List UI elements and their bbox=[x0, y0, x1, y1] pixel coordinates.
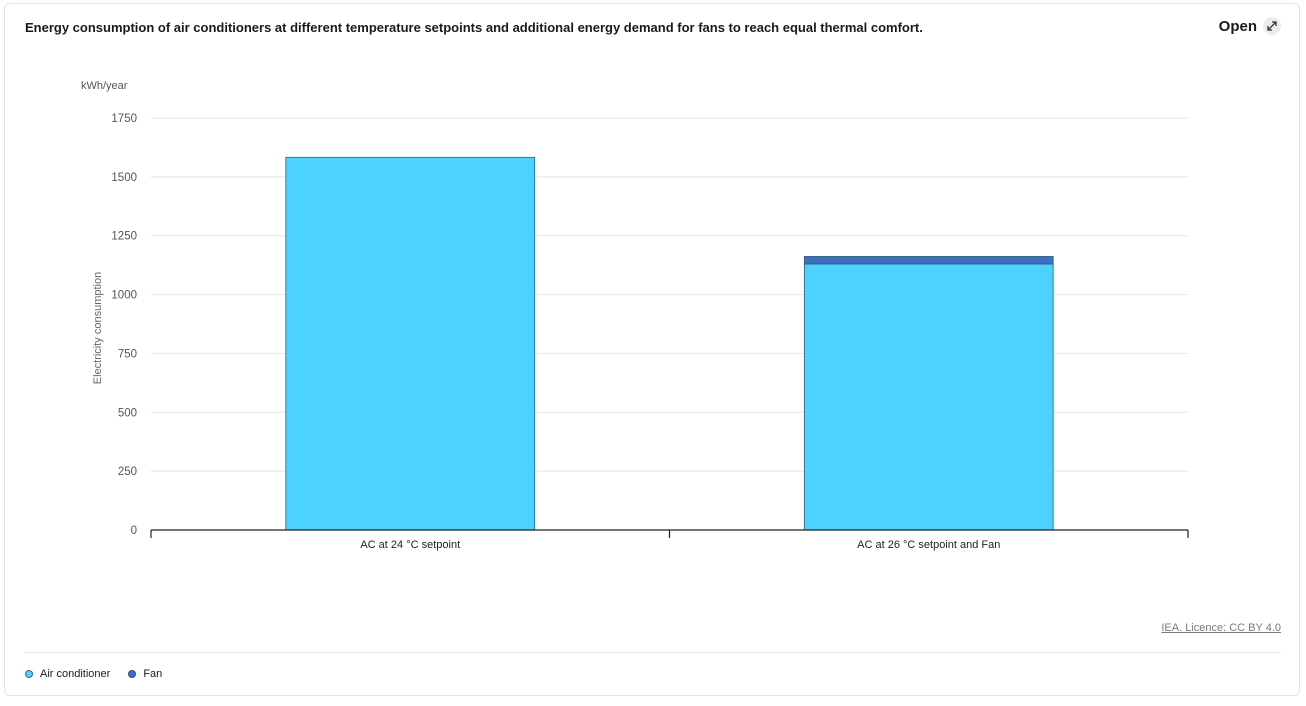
divider bbox=[25, 652, 1281, 653]
y-tick-label: 1500 bbox=[111, 172, 137, 184]
y-axis-label: Electricity consumption bbox=[92, 272, 104, 385]
y-tick-label: 1250 bbox=[111, 231, 137, 243]
y-tick-label: 750 bbox=[118, 348, 137, 360]
y-tick-label: 250 bbox=[118, 466, 137, 478]
x-category-label: AC at 26 °C setpoint and Fan bbox=[857, 539, 1000, 551]
open-button[interactable]: Open bbox=[1219, 17, 1281, 35]
y-tick-label: 500 bbox=[118, 407, 137, 419]
axes: 0 250 500 750 1000 1250 1500 1750 AC at 24 °C se… bbox=[111, 113, 1189, 551]
legend-label: Fan bbox=[143, 668, 163, 680]
bar-fan[interactable] bbox=[803, 256, 1054, 265]
unit-label: kWh/year bbox=[81, 80, 128, 92]
bar-air-conditioner[interactable] bbox=[285, 156, 536, 531]
bars bbox=[285, 156, 1054, 531]
expand-icon bbox=[1263, 17, 1281, 35]
chart-title: Energy consumption of air conditioners a… bbox=[25, 20, 923, 35]
legend-label: Air conditioner bbox=[40, 668, 111, 680]
y-tick-label: 1000 bbox=[111, 290, 137, 302]
legend-item-air-conditioner[interactable]: Air conditioner bbox=[25, 668, 110, 680]
x-category-label: AC at 24 °C setpoint bbox=[360, 539, 460, 551]
legend-dot-icon bbox=[128, 670, 137, 678]
y-tick-label: 0 bbox=[131, 525, 137, 537]
open-label: Open bbox=[1218, 17, 1257, 35]
chart-card: Energy consumption of air conditioners a… bbox=[4, 3, 1300, 696]
bar-air-conditioner[interactable] bbox=[803, 263, 1054, 531]
legend: Air conditioner Fan bbox=[25, 668, 162, 680]
source-link[interactable]: IEA. Licence: CC BY 4.0 bbox=[1161, 622, 1281, 634]
legend-dot-icon bbox=[25, 670, 33, 678]
legend-item-fan[interactable]: Fan bbox=[128, 668, 162, 680]
bar-chart: 0 250 500 750 1000 1250 1500 1750 AC at 24 °C se… bbox=[81, 80, 1189, 551]
y-tick-label: 1750 bbox=[111, 113, 137, 125]
